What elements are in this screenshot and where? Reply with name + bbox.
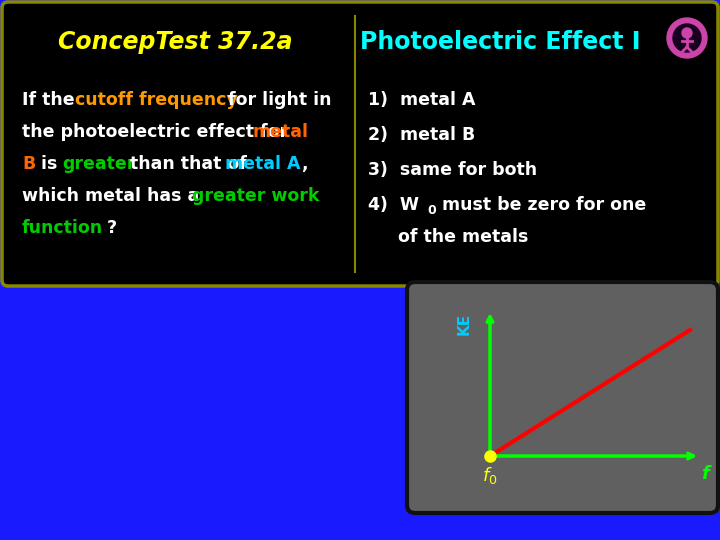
- Text: 2)  metal B: 2) metal B: [368, 126, 475, 144]
- Text: must be zero for one: must be zero for one: [436, 196, 647, 214]
- Text: of the metals: of the metals: [398, 228, 528, 246]
- Text: Photoelectric Effect I: Photoelectric Effect I: [360, 30, 640, 54]
- Text: ConcepTest 37.2a: ConcepTest 37.2a: [58, 30, 292, 54]
- Text: function: function: [22, 219, 103, 237]
- Text: than that of: than that of: [124, 155, 253, 173]
- Text: greater work: greater work: [192, 187, 320, 205]
- Text: is: is: [35, 155, 63, 173]
- Text: 4)  W: 4) W: [368, 196, 419, 214]
- Text: KE: KE: [457, 313, 472, 335]
- Text: ?: ?: [107, 219, 117, 237]
- Text: cutoff frequency: cutoff frequency: [75, 91, 238, 109]
- Text: 3)  same for both: 3) same for both: [368, 161, 537, 179]
- FancyBboxPatch shape: [2, 2, 718, 286]
- Circle shape: [673, 24, 701, 52]
- Text: metal A: metal A: [225, 155, 300, 173]
- Text: $f_0$: $f_0$: [482, 465, 498, 487]
- Text: 1)  metal A: 1) metal A: [368, 91, 475, 109]
- Circle shape: [667, 18, 707, 58]
- Text: B: B: [22, 155, 35, 173]
- Text: f: f: [701, 465, 709, 483]
- Text: If the: If the: [22, 91, 81, 109]
- Text: the photoelectric effect for: the photoelectric effect for: [22, 123, 294, 141]
- Text: for light in: for light in: [222, 91, 331, 109]
- Text: which metal has a: which metal has a: [22, 187, 205, 205]
- Text: greater: greater: [62, 155, 135, 173]
- Text: metal: metal: [252, 123, 308, 141]
- Text: ,: ,: [301, 155, 307, 173]
- Text: 0: 0: [427, 204, 436, 217]
- FancyBboxPatch shape: [407, 282, 718, 513]
- Circle shape: [682, 28, 692, 38]
